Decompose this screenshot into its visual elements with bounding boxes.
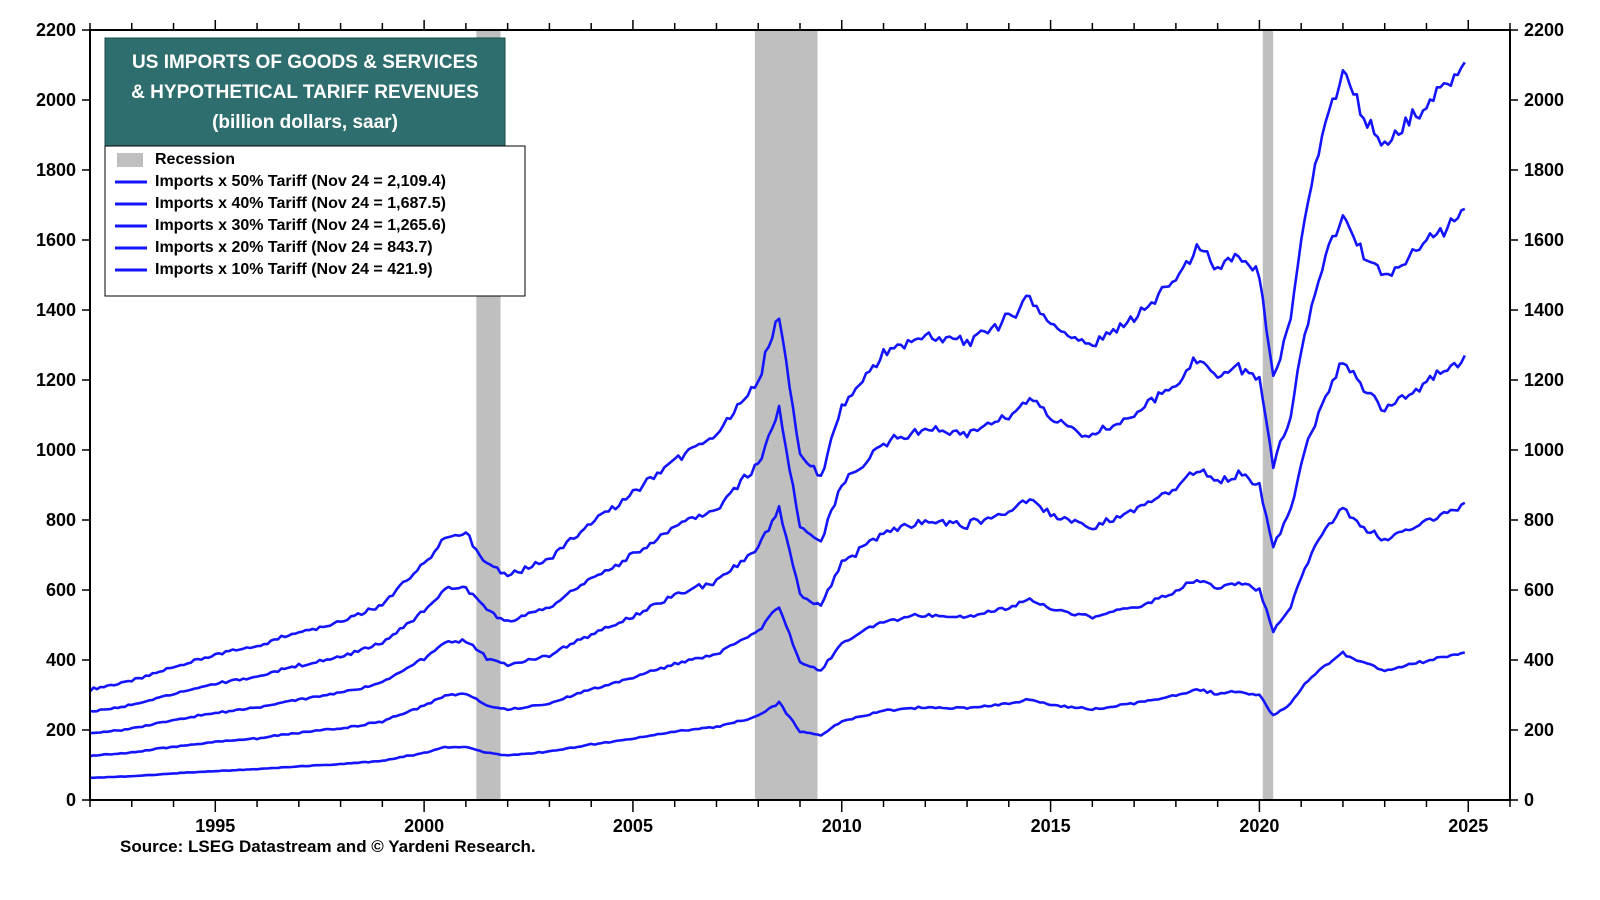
legend-label: Imports x 20% Tariff (Nov 24 = 843.7)	[155, 239, 433, 256]
y-tick-label: 200	[46, 720, 76, 740]
y-tick-label-right: 1200	[1524, 370, 1564, 390]
chart-title-line: US IMPORTS OF GOODS & SERVICES	[132, 52, 478, 73]
y-tick-label-right: 2200	[1524, 20, 1564, 40]
y-tick-label: 400	[46, 650, 76, 670]
x-tick-label: 2000	[404, 816, 444, 836]
chart-title-line: (billion dollars, saar)	[212, 112, 398, 133]
line-chart: 0 0 200 200 400 400 600 600 800 800 1000 1000 1200 12…	[30, 20, 1570, 870]
y-tick-label: 1200	[36, 370, 76, 390]
legend-label: Imports x 50% Tariff (Nov 24 = 2,109.4)	[155, 173, 446, 190]
y-tick-label: 600	[46, 580, 76, 600]
x-tick-label: 2005	[613, 816, 653, 836]
source-text: Source: LSEG Datastream and © Yardeni Re…	[120, 837, 536, 856]
y-tick-label: 2200	[36, 20, 76, 40]
y-tick-label: 800	[46, 510, 76, 530]
y-tick-label: 2000	[36, 90, 76, 110]
y-tick-label-right: 2000	[1524, 90, 1564, 110]
y-tick-label: 1600	[36, 230, 76, 250]
x-tick-label: 2010	[822, 816, 862, 836]
y-tick-label-right: 600	[1524, 580, 1554, 600]
legend-swatch	[117, 153, 143, 167]
legend-label: Imports x 40% Tariff (Nov 24 = 1,687.5)	[155, 195, 446, 212]
y-tick-label-right: 400	[1524, 650, 1554, 670]
legend-label: Imports x 30% Tariff (Nov 24 = 1,265.6)	[155, 217, 446, 234]
x-tick-label: 1995	[195, 816, 235, 836]
y-tick-label-right: 1400	[1524, 300, 1564, 320]
x-tick-label: 2020	[1239, 816, 1279, 836]
chart-container: 0 0 200 200 400 400 600 600 800 800 1000 1000 1200 12…	[0, 0, 1600, 900]
y-tick-label-right: 0	[1524, 790, 1534, 810]
y-tick-label: 0	[66, 790, 76, 810]
legend-label: Recession	[155, 151, 235, 168]
recession-band	[755, 30, 818, 800]
y-tick-label-right: 1600	[1524, 230, 1564, 250]
y-tick-label: 1800	[36, 160, 76, 180]
y-tick-label-right: 1000	[1524, 440, 1564, 460]
x-tick-label: 2015	[1031, 816, 1071, 836]
chart-title-line: & HYPOTHETICAL TARIFF REVENUES	[131, 82, 479, 103]
y-tick-label-right: 200	[1524, 720, 1554, 740]
y-tick-label-right: 800	[1524, 510, 1554, 530]
legend-label: Imports x 10% Tariff (Nov 24 = 421.9)	[155, 261, 433, 278]
x-tick-label: 2025	[1448, 816, 1488, 836]
y-tick-label: 1400	[36, 300, 76, 320]
y-tick-label: 1000	[36, 440, 76, 460]
y-tick-label-right: 1800	[1524, 160, 1564, 180]
